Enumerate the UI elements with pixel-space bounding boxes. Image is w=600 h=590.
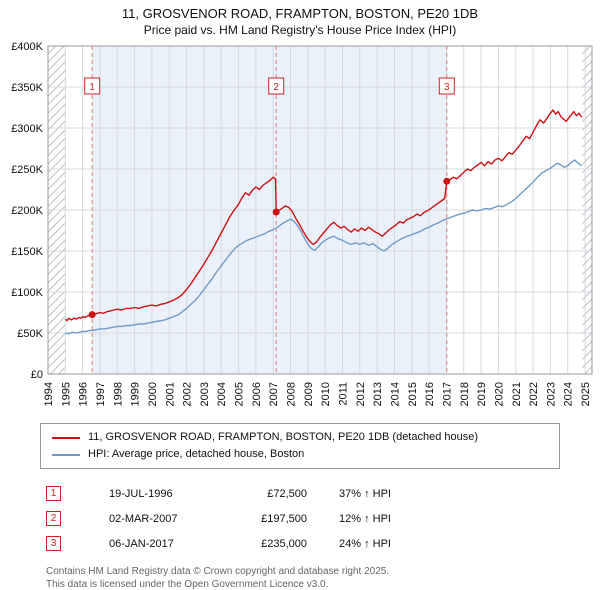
svg-text:1995: 1995 [60,382,72,406]
svg-text:3: 3 [444,82,450,93]
svg-text:2003: 2003 [199,382,211,406]
sale-price: £235,000 [261,537,307,550]
sale-price: £72,500 [267,487,307,500]
svg-text:£150K: £150K [11,246,43,258]
legend-label-hpi: HPI: Average price, detached house, Bost… [88,448,305,460]
sale-number-badge: 2 [46,511,61,526]
sale-date: 02-MAR-2007 [109,512,178,525]
svg-text:2: 2 [273,82,279,93]
svg-text:£250K: £250K [11,164,43,176]
sale-hpi-delta: 24% ↑ HPI [339,537,391,550]
svg-text:2012: 2012 [355,382,367,406]
page-title: 11, GROSVENOR ROAD, FRAMPTON, BOSTON, PE… [121,6,479,21]
sale-hpi-delta: 37% ↑ HPI [339,487,391,500]
svg-text:£50K: £50K [17,328,43,340]
svg-text:2021: 2021 [511,382,523,406]
svg-text:£300K: £300K [11,123,43,135]
svg-text:£200K: £200K [11,205,43,217]
svg-text:1997: 1997 [95,382,107,406]
table-row: 2 02-MAR-2007 £197,500 12% ↑ HPI [46,506,600,531]
page-subtitle: Price paid vs. HM Land Registry's House … [143,23,457,37]
svg-text:1994: 1994 [43,382,55,406]
table-row: 1 19-JUL-1996 £72,500 37% ↑ HPI [46,481,600,506]
svg-text:2010: 2010 [320,382,332,406]
svg-text:2018: 2018 [459,382,471,406]
footer-line-1: Contains HM Land Registry data © Crown c… [46,566,390,577]
svg-text:2016: 2016 [424,382,436,406]
legend-item-property: 11, GROSVENOR ROAD, FRAMPTON, BOSTON, PE… [50,429,550,446]
sale-hpi-delta: 12% ↑ HPI [339,512,391,525]
svg-text:£400K: £400K [11,41,43,53]
chart-legend: 11, GROSVENOR ROAD, FRAMPTON, BOSTON, PE… [40,423,560,469]
price-chart: 1 2 3 £0 £50K £100K £150K £200K £250K £300K £350K £… [11,41,593,406]
svg-text:2002: 2002 [182,382,194,406]
legend-item-hpi: HPI: Average price, detached house, Bost… [50,446,550,463]
license-footer: Contains HM Land Registry data © Crown c… [46,565,600,590]
footer-line-2: This data is licensed under the Open Gov… [46,579,329,590]
svg-text:2006: 2006 [251,382,263,406]
svg-text:2000: 2000 [147,382,159,406]
sale-number-badge: 3 [46,536,61,551]
svg-text:2020: 2020 [493,382,505,406]
svg-text:£100K: £100K [11,287,43,299]
svg-text:2013: 2013 [372,382,384,406]
sales-table: 1 19-JUL-1996 £72,500 37% ↑ HPI 2 02-MAR… [46,481,600,556]
svg-text:2017: 2017 [442,382,454,406]
svg-text:£0: £0 [31,369,43,381]
svg-text:2009: 2009 [303,382,315,406]
svg-text:2005: 2005 [234,382,246,406]
svg-text:2014: 2014 [390,382,402,406]
red-line-swatch [52,436,80,439]
svg-text:2007: 2007 [268,382,280,406]
svg-text:2015: 2015 [407,382,419,406]
sale-price: £197,500 [261,512,307,525]
chart-header: 11, GROSVENOR ROAD, FRAMPTON, BOSTON, PE… [0,0,600,38]
svg-text:2008: 2008 [286,382,298,406]
svg-text:2004: 2004 [216,382,228,406]
sale-date: 06-JAN-2017 [109,537,174,550]
svg-text:2025: 2025 [580,382,592,406]
svg-text:2023: 2023 [545,382,557,406]
svg-text:2024: 2024 [563,382,575,406]
svg-text:1998: 1998 [112,382,124,406]
sale-date: 19-JUL-1996 [109,487,173,500]
svg-text:2011: 2011 [338,382,350,406]
svg-text:1996: 1996 [78,382,90,406]
svg-text:£350K: £350K [11,82,43,94]
svg-text:2019: 2019 [476,382,488,406]
blue-line-swatch [52,453,80,456]
svg-text:2022: 2022 [528,382,540,406]
table-row: 3 06-JAN-2017 £235,000 24% ↑ HPI [46,531,600,556]
legend-label-property: 11, GROSVENOR ROAD, FRAMPTON, BOSTON, PE… [88,431,479,443]
svg-text:1999: 1999 [130,382,142,406]
sale-number-badge: 1 [46,486,61,501]
svg-text:1: 1 [89,82,95,93]
svg-text:2001: 2001 [164,382,176,406]
